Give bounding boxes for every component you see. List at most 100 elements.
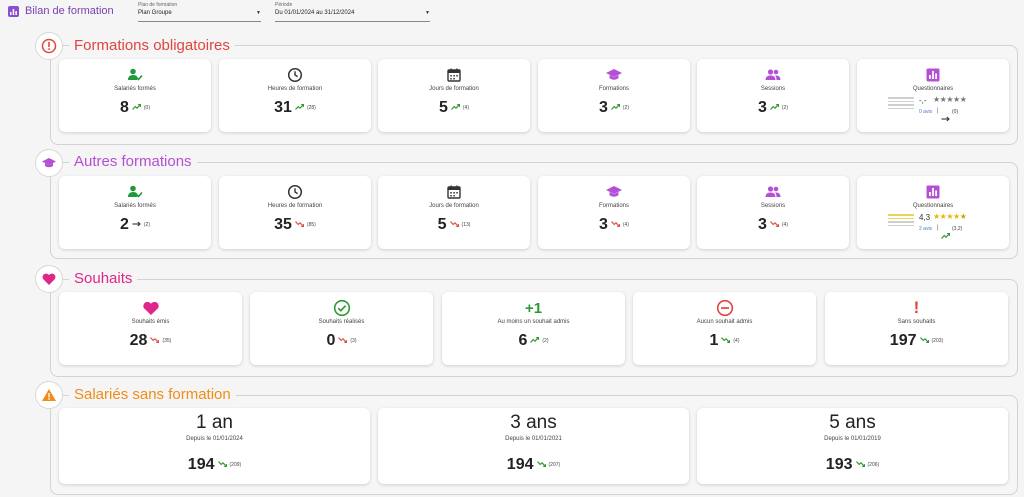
section-autres-formations: [50, 162, 1018, 259]
stat-previous-value: (207): [548, 462, 561, 468]
stat-label: Salariés formés: [114, 86, 156, 92]
stat-label: Formations: [598, 203, 629, 209]
since-date: Depuis le 01/01/2019: [824, 436, 881, 442]
stat-value-row: 1 (4): [633, 332, 816, 350]
stat-card[interactable]: Salariés formés 2 (2): [59, 176, 211, 249]
stat-value-row: 5 (13): [378, 216, 530, 234]
stat-value: 197: [889, 332, 917, 349]
bar-chart-icon: [8, 5, 19, 17]
stat-label: Formations: [598, 86, 629, 92]
period-select[interactable]: Période Du 01/01/2024 au 31/12/2024 ▼: [275, 2, 430, 22]
period-select-label: Période: [275, 2, 293, 8]
rating-stars: ★★★★★: [933, 95, 967, 104]
rating-stars: ★★★★★: [933, 212, 967, 221]
stat-label: Jours de formation: [429, 86, 479, 92]
stat-value: 8: [119, 99, 129, 116]
stat-card[interactable]: Aucun souhait admis 1 (4): [633, 292, 816, 365]
stat-previous-value: (203): [931, 338, 944, 344]
no-training-card[interactable]: 3 ans Depuis le 01/01/2021 194 (207): [378, 408, 689, 484]
rating-bars-icon: [888, 214, 914, 228]
trend-down-icon: [449, 221, 459, 229]
calendar-icon: [378, 184, 530, 200]
trend-up-icon: [941, 232, 951, 241]
stat-previous-value: (2): [622, 105, 630, 111]
stat-value: 6: [518, 332, 528, 349]
stat-label: Heures de formation: [267, 203, 323, 209]
stat-previous-value: (85): [306, 222, 316, 228]
stat-label: Aucun souhait admis: [696, 319, 753, 325]
stat-previous-value: (2): [781, 105, 789, 111]
stat-card[interactable]: Heures de formation 35 (85): [219, 176, 371, 249]
rating-previous-value: (0): [952, 109, 959, 115]
page-title: Bilan de formation: [25, 5, 114, 17]
plan-select[interactable]: Plan de formation Plan Groupe ▼: [138, 2, 261, 22]
stat-previous-value: (2): [143, 222, 151, 228]
questionnaire-card[interactable]: Questionnaires -,- ★★★★★ 0 avis | (0): [857, 59, 1009, 132]
section-title: Salariés sans formation: [69, 386, 236, 404]
stat-card[interactable]: ! Sans souhaits 197 (203): [825, 292, 1008, 365]
calendar-icon: [378, 67, 530, 83]
since-date: Depuis le 01/01/2024: [186, 436, 243, 442]
questionnaire-card[interactable]: Questionnaires 4,3 ★★★★★ 2 avis | (3,2): [857, 176, 1009, 249]
trend-up-icon: [610, 104, 620, 112]
rating-count-link[interactable]: 0 avis: [919, 109, 933, 115]
stat-value-row: 35 (85): [219, 216, 371, 234]
no-training-card[interactable]: 1 an Depuis le 01/01/2024 194 (209): [59, 408, 370, 484]
period-label: 5 ans: [829, 412, 876, 433]
no-training-card[interactable]: 5 ans Depuis le 01/01/2019 193 (206): [697, 408, 1008, 484]
trend-down-icon: [855, 461, 865, 469]
stat-value: 194: [506, 456, 534, 473]
stat-value-row: 31 (28): [219, 99, 371, 117]
stat-card[interactable]: Jours de formation 5 (13): [378, 176, 530, 249]
period-select-value: Du 01/01/2024 au 31/12/2024: [275, 10, 355, 16]
stat-card[interactable]: Sessions 3 (4): [697, 176, 849, 249]
stat-card[interactable]: Formations 3 (4): [538, 176, 690, 249]
stat-value-row: 193 (206): [697, 456, 1008, 474]
stat-value-row: 8 (0): [59, 99, 211, 117]
stat-value: 31: [274, 99, 292, 116]
stat-card[interactable]: Souhaits émis 28 (35): [59, 292, 242, 365]
rating-score: -,-: [919, 96, 927, 105]
graduation-cap-icon: [538, 184, 690, 200]
person-check-icon: [59, 67, 211, 83]
stat-previous-value: (0): [143, 105, 151, 111]
stat-previous-value: (2): [542, 338, 549, 344]
trend-up-icon: [769, 104, 779, 112]
stat-previous-value: (13): [461, 222, 471, 228]
check-circle-icon: [250, 299, 433, 317]
bar-chart-icon: [857, 67, 1009, 83]
stat-value-row: 197 (203): [825, 332, 1008, 350]
stat-label: Questionnaires: [912, 203, 954, 209]
stat-label: Souhaits réalisés: [318, 319, 365, 325]
stat-value: 194: [187, 456, 215, 473]
chevron-down-icon: ▼: [256, 10, 261, 16]
stat-card[interactable]: Souhaits réalisés 0 (3): [250, 292, 433, 365]
top-bar: Bilan de formation Plan de formation Pla…: [0, 0, 1024, 28]
since-date: Depuis le 01/01/2021: [505, 436, 562, 442]
stat-label: Questionnaires: [912, 86, 954, 92]
stat-card[interactable]: Heures de formation 31 (28): [219, 59, 371, 132]
stat-card[interactable]: Formations 3 (2): [538, 59, 690, 132]
app-title: Bilan de formation: [8, 5, 114, 17]
stat-card[interactable]: Sessions 3 (2): [697, 59, 849, 132]
plan-select-label: Plan de formation: [138, 2, 178, 8]
rating-previous-value: (3,2): [952, 226, 963, 232]
trend-up-icon: [294, 104, 304, 112]
trend-down-icon: [721, 337, 731, 345]
stat-value: 3: [757, 216, 767, 233]
stat-card[interactable]: Salariés formés 8 (0): [59, 59, 211, 132]
stat-previous-value: (4): [622, 222, 630, 228]
stat-previous-value: (206): [867, 462, 880, 468]
stat-value-row: 194 (207): [378, 456, 689, 474]
stat-label: Souhaits émis: [131, 319, 170, 325]
stat-card[interactable]: Jours de formation 5 (4): [378, 59, 530, 132]
stat-label: Sessions: [760, 203, 786, 209]
stat-label: Heures de formation: [267, 86, 323, 92]
chevron-down-icon: ▼: [425, 10, 430, 16]
stat-card[interactable]: +1 Au moins un souhait admis 6 (2): [442, 292, 625, 365]
stat-value-row: 2 (2): [59, 216, 211, 234]
rating-count-link[interactable]: 2 avis: [919, 226, 933, 232]
stat-value: 35: [274, 216, 292, 233]
rating-bars-icon: [888, 97, 914, 111]
section-title: Formations obligatoires: [69, 37, 235, 55]
